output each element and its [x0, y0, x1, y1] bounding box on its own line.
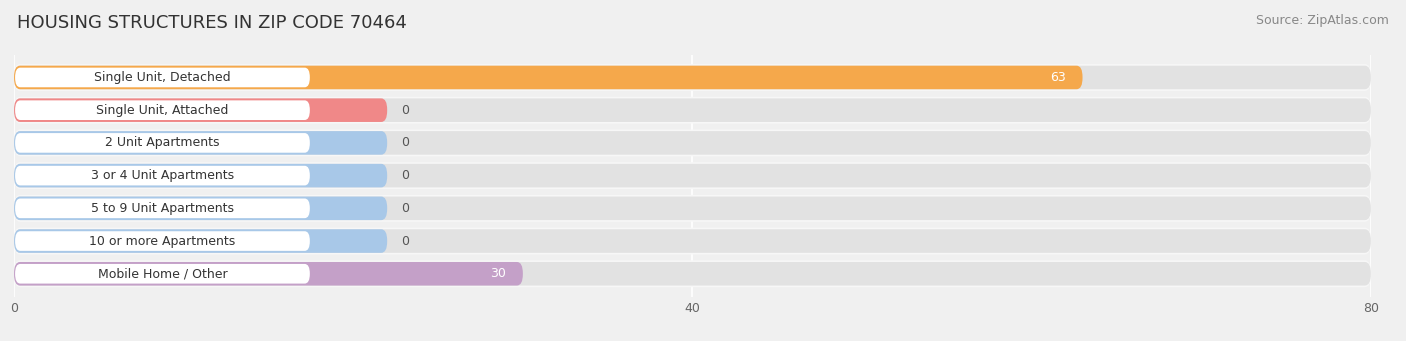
- FancyBboxPatch shape: [14, 162, 1371, 189]
- FancyBboxPatch shape: [14, 64, 1371, 91]
- Text: 30: 30: [491, 267, 506, 280]
- Text: 5 to 9 Unit Apartments: 5 to 9 Unit Apartments: [91, 202, 233, 215]
- FancyBboxPatch shape: [15, 198, 309, 218]
- FancyBboxPatch shape: [15, 264, 309, 284]
- FancyBboxPatch shape: [14, 131, 1371, 155]
- Text: 0: 0: [401, 169, 409, 182]
- Text: Single Unit, Detached: Single Unit, Detached: [94, 71, 231, 84]
- Text: 0: 0: [401, 136, 409, 149]
- FancyBboxPatch shape: [14, 229, 1371, 253]
- FancyBboxPatch shape: [14, 195, 1371, 222]
- FancyBboxPatch shape: [14, 196, 1371, 220]
- FancyBboxPatch shape: [14, 164, 387, 188]
- Text: 10 or more Apartments: 10 or more Apartments: [90, 235, 236, 248]
- FancyBboxPatch shape: [14, 99, 1371, 122]
- FancyBboxPatch shape: [14, 66, 1371, 89]
- FancyBboxPatch shape: [14, 262, 1371, 285]
- Text: Source: ZipAtlas.com: Source: ZipAtlas.com: [1256, 14, 1389, 27]
- Text: 63: 63: [1050, 71, 1066, 84]
- FancyBboxPatch shape: [14, 97, 1371, 123]
- FancyBboxPatch shape: [15, 68, 309, 87]
- FancyBboxPatch shape: [14, 131, 387, 155]
- Text: 0: 0: [401, 235, 409, 248]
- FancyBboxPatch shape: [14, 164, 1371, 188]
- FancyBboxPatch shape: [14, 262, 523, 285]
- Text: 0: 0: [401, 202, 409, 215]
- FancyBboxPatch shape: [14, 130, 1371, 156]
- FancyBboxPatch shape: [14, 99, 387, 122]
- Text: 0: 0: [401, 104, 409, 117]
- FancyBboxPatch shape: [14, 228, 1371, 254]
- FancyBboxPatch shape: [14, 229, 387, 253]
- Text: Mobile Home / Other: Mobile Home / Other: [97, 267, 228, 280]
- FancyBboxPatch shape: [15, 133, 309, 153]
- FancyBboxPatch shape: [14, 261, 1371, 287]
- FancyBboxPatch shape: [14, 66, 1083, 89]
- FancyBboxPatch shape: [14, 196, 387, 220]
- Text: 3 or 4 Unit Apartments: 3 or 4 Unit Apartments: [91, 169, 233, 182]
- FancyBboxPatch shape: [15, 100, 309, 120]
- Text: HOUSING STRUCTURES IN ZIP CODE 70464: HOUSING STRUCTURES IN ZIP CODE 70464: [17, 14, 406, 32]
- FancyBboxPatch shape: [15, 166, 309, 186]
- FancyBboxPatch shape: [15, 231, 309, 251]
- Text: 2 Unit Apartments: 2 Unit Apartments: [105, 136, 219, 149]
- Text: Single Unit, Attached: Single Unit, Attached: [96, 104, 229, 117]
